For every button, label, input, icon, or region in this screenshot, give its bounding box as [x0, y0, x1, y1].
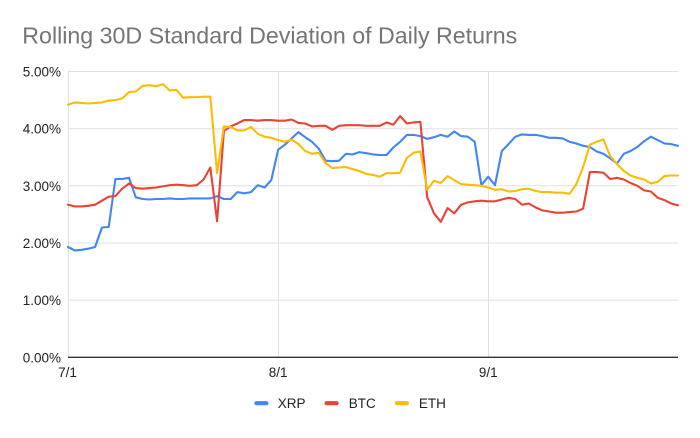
svg-text:4.00%: 4.00% [23, 122, 61, 137]
svg-text:3.00%: 3.00% [23, 179, 61, 194]
svg-text:2.00%: 2.00% [23, 236, 61, 251]
svg-text:1.00%: 1.00% [23, 293, 61, 308]
svg-text:0.00%: 0.00% [23, 350, 61, 365]
svg-text:Rolling 30D Standard Deviation: Rolling 30D Standard Deviation of Daily … [22, 23, 517, 49]
svg-text:7/1: 7/1 [58, 365, 77, 380]
svg-text:ETH: ETH [419, 396, 446, 411]
svg-text:5.00%: 5.00% [23, 65, 61, 80]
svg-text:9/1: 9/1 [479, 365, 498, 380]
svg-text:XRP: XRP [278, 396, 306, 411]
svg-text:BTC: BTC [349, 396, 376, 411]
svg-text:8/1: 8/1 [269, 365, 288, 380]
